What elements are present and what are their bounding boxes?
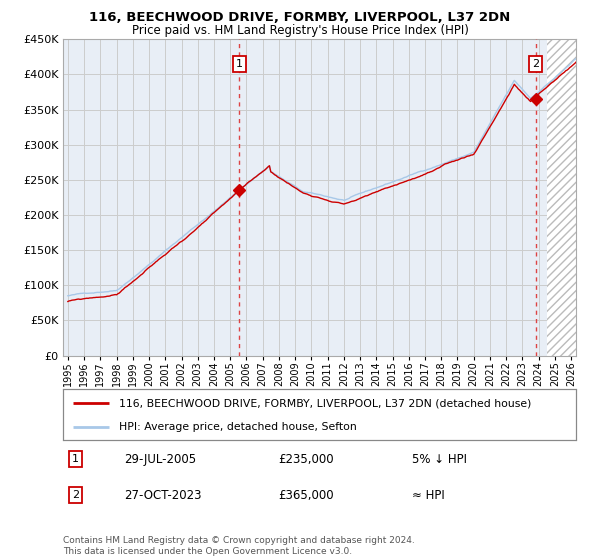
Text: £365,000: £365,000 bbox=[278, 489, 334, 502]
Text: 5% ↓ HPI: 5% ↓ HPI bbox=[412, 452, 467, 465]
Text: 116, BEECHWOOD DRIVE, FORMBY, LIVERPOOL, L37 2DN: 116, BEECHWOOD DRIVE, FORMBY, LIVERPOOL,… bbox=[89, 11, 511, 24]
Text: Contains HM Land Registry data © Crown copyright and database right 2024.
This d: Contains HM Land Registry data © Crown c… bbox=[63, 536, 415, 556]
Text: £235,000: £235,000 bbox=[278, 452, 334, 465]
Text: 116, BEECHWOOD DRIVE, FORMBY, LIVERPOOL, L37 2DN (detached house): 116, BEECHWOOD DRIVE, FORMBY, LIVERPOOL,… bbox=[119, 398, 532, 408]
Text: 27-OCT-2023: 27-OCT-2023 bbox=[125, 489, 202, 502]
Text: ≈ HPI: ≈ HPI bbox=[412, 489, 445, 502]
Text: 2: 2 bbox=[532, 59, 539, 69]
Text: 1: 1 bbox=[73, 454, 79, 464]
Text: Price paid vs. HM Land Registry's House Price Index (HPI): Price paid vs. HM Land Registry's House … bbox=[131, 24, 469, 36]
Text: HPI: Average price, detached house, Sefton: HPI: Average price, detached house, Seft… bbox=[119, 422, 357, 432]
Text: 1: 1 bbox=[236, 59, 243, 69]
Text: 29-JUL-2005: 29-JUL-2005 bbox=[125, 452, 197, 465]
Text: 2: 2 bbox=[72, 491, 79, 500]
